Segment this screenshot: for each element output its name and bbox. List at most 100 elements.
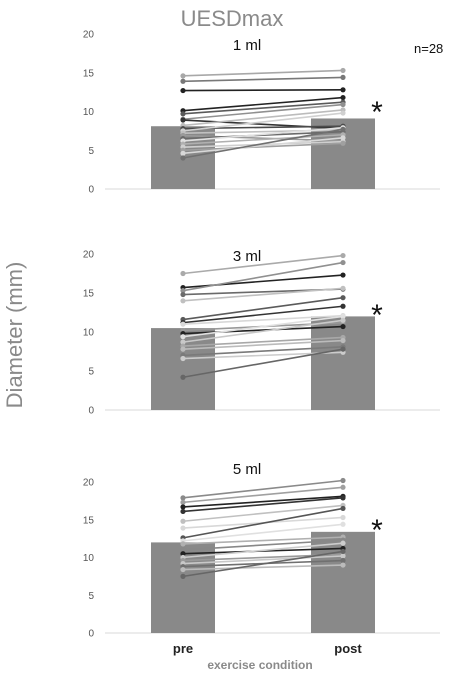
subject-point-post	[340, 252, 346, 259]
significance-marker: *	[371, 514, 383, 547]
y-tick-label: 5	[88, 591, 94, 602]
subject-line	[182, 486, 344, 504]
subject-point-pre	[180, 374, 186, 380]
panels: 0 5 10 15 20 1 ml * 0 5 10 15 20 3 ml * 0 5 10 15 20 5 ml *	[83, 30, 440, 640]
subject-line	[182, 126, 344, 142]
significance-marker: *	[371, 299, 383, 332]
subject-point-pre	[180, 334, 186, 340]
x-axis-label: exercise condition	[207, 658, 312, 672]
subject-point-pre	[180, 355, 186, 362]
y-tick-label: 20	[83, 478, 95, 489]
subject-point-pre	[180, 551, 186, 557]
y-tick-label: 15	[83, 515, 95, 526]
subject-line-18	[180, 135, 346, 156]
y-tick-label: 0	[88, 629, 94, 640]
subject-line	[182, 287, 344, 302]
y-tick-label: 20	[83, 250, 95, 261]
subject-point-post	[340, 259, 346, 266]
subject-line	[182, 314, 344, 325]
subject-point-post	[340, 135, 346, 141]
subject-line	[182, 96, 344, 112]
subject-line-14	[180, 337, 346, 352]
subject-point-post	[340, 553, 346, 559]
subject-line	[182, 536, 344, 545]
subject-line-16	[180, 562, 346, 573]
subject-point-pre	[180, 547, 186, 553]
x-tick-post: post	[334, 641, 362, 656]
bar-post	[311, 316, 375, 410]
subject-point-post	[340, 505, 346, 512]
panel-1-ml: 0 5 10 15 20 1 ml *	[83, 30, 440, 196]
subject-point-pre	[180, 117, 186, 123]
y-tick-label: 10	[83, 328, 95, 339]
panel-volume-label: 1 ml	[233, 37, 261, 54]
subject-line	[182, 555, 344, 565]
subject-line	[182, 254, 344, 275]
subject-point-pre	[180, 495, 186, 501]
subject-point-post	[340, 484, 346, 490]
y-tick-label: 15	[83, 68, 95, 79]
subject-line-2	[180, 74, 346, 84]
subject-point-post	[340, 323, 346, 330]
subject-line	[182, 296, 344, 321]
subject-point-post	[340, 521, 346, 527]
subject-point-post	[340, 313, 346, 319]
subject-line	[182, 319, 344, 343]
subject-line-3	[180, 259, 346, 294]
subject-line	[182, 539, 344, 551]
y-tick-label: 5	[88, 146, 94, 157]
subject-point-pre	[180, 504, 186, 510]
subject-line	[182, 315, 344, 338]
subject-line	[182, 550, 344, 578]
y-tick-label: 0	[88, 406, 94, 417]
subject-point-pre	[180, 78, 186, 84]
subject-line-1	[180, 67, 346, 79]
subject-point-pre	[180, 291, 186, 298]
subject-point-post	[340, 477, 346, 484]
subject-line	[182, 69, 344, 77]
subject-point-pre	[180, 499, 186, 505]
subject-point-post	[340, 295, 346, 301]
subject-line-5	[180, 502, 346, 524]
subject-point-post	[340, 94, 346, 101]
subject-point-pre	[180, 346, 186, 352]
subject-point-post	[340, 110, 346, 116]
subject-line	[182, 325, 344, 335]
subject-point-post	[340, 272, 346, 278]
subject-point-post	[340, 495, 346, 501]
subject-point-pre	[180, 298, 186, 304]
y-tick-label: 5	[88, 367, 94, 378]
subject-line	[182, 128, 344, 159]
subject-line-1	[180, 252, 346, 277]
subject-line	[182, 103, 344, 121]
subject-point-post	[340, 548, 346, 555]
subject-line-19	[180, 126, 346, 161]
subject-line	[182, 142, 344, 152]
subject-point-post	[340, 540, 346, 546]
subject-line	[182, 564, 344, 571]
significance-marker: *	[371, 96, 383, 129]
subject-point-post	[340, 126, 346, 132]
subject-point-post	[340, 337, 346, 344]
subject-point-pre	[180, 508, 186, 515]
subject-line	[182, 507, 344, 539]
subject-point-pre	[180, 518, 186, 524]
subject-line	[182, 109, 344, 127]
subject-line-4	[180, 495, 346, 515]
subject-point-pre	[180, 270, 186, 277]
subject-line	[182, 76, 344, 83]
y-tick-label: 10	[83, 553, 95, 564]
subject-point-post	[340, 285, 346, 291]
chart-title: UESDmax	[181, 6, 284, 31]
panel-3-ml: 0 5 10 15 20 3 ml *	[83, 248, 440, 417]
sample-size-label: n=28	[414, 41, 443, 56]
subject-line	[182, 305, 344, 324]
subject-point-post	[340, 140, 346, 146]
subject-point-pre	[180, 566, 186, 573]
subject-line	[182, 339, 344, 350]
y-tick-label: 10	[83, 107, 95, 118]
subject-point-post	[340, 67, 346, 74]
subject-line	[182, 261, 344, 292]
subject-line-3	[180, 87, 346, 94]
subject-line-2	[180, 484, 346, 505]
